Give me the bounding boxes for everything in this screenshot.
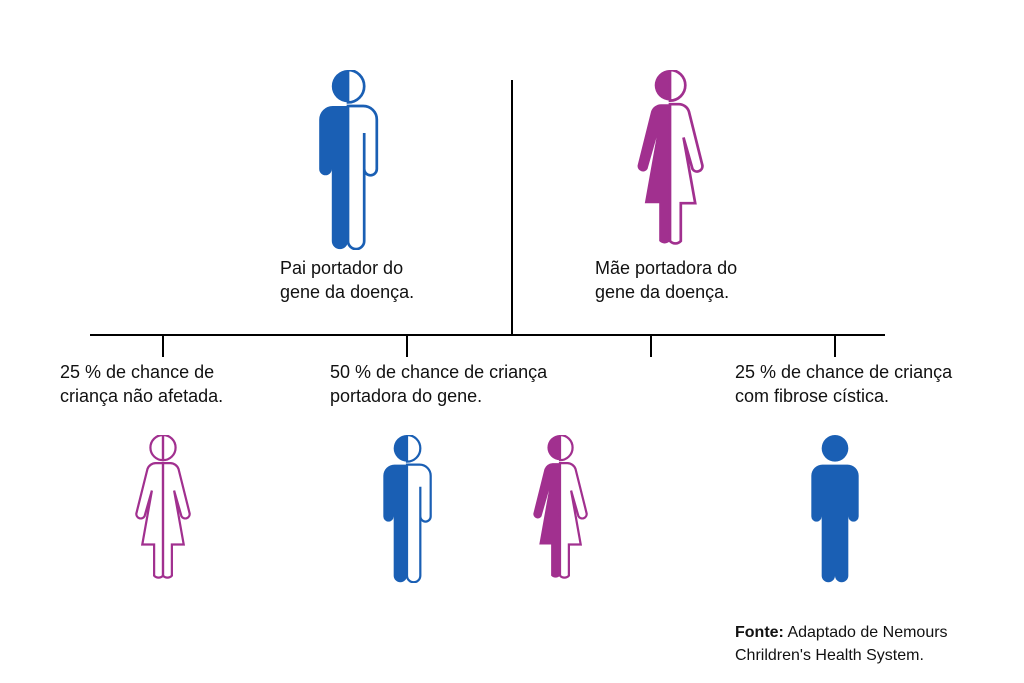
child-tick-3 (650, 335, 652, 357)
vertical-connector (511, 80, 513, 335)
mother-icon (625, 70, 715, 250)
father-icon (303, 70, 393, 250)
horizontal-connector (90, 334, 885, 336)
child-affected-icon (798, 435, 872, 583)
child-carrier-female-icon (523, 435, 597, 583)
child-carrier-label: 50 % de chance de criança portadora do g… (330, 360, 547, 409)
child-tick-2 (406, 335, 408, 357)
father-label: Pai portador do gene da doença. (280, 256, 414, 305)
child-unaffected-label: 25 % de chance de criança não afetada. (60, 360, 223, 409)
child-tick-4 (834, 335, 836, 357)
child-carrier-male-icon (370, 435, 444, 583)
mother-label: Mãe portadora do gene da doença. (595, 256, 737, 305)
child-affected-label: 25 % de chance de criança com fibrose cí… (735, 360, 952, 409)
child-tick-1 (162, 335, 164, 357)
child-unaffected-icon (126, 435, 200, 583)
inheritance-diagram: Pai portador do gene da doença. Mãe port… (0, 0, 1024, 683)
source-label: Fonte: (735, 624, 784, 641)
source-text: Fonte: Adaptado de Nemours Chrildren's H… (735, 600, 948, 667)
